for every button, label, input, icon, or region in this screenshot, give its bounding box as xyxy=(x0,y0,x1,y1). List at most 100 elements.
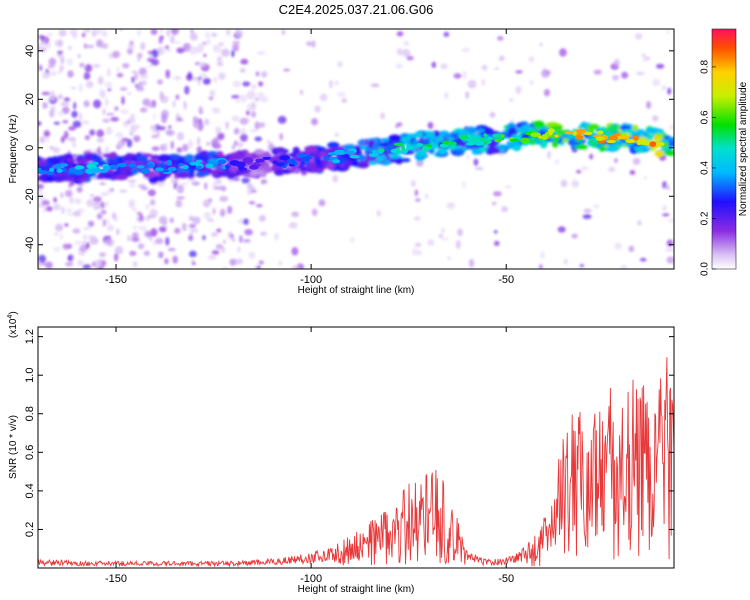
noise-speckle xyxy=(137,184,146,188)
ridge-peak xyxy=(108,164,120,170)
ridge-blob xyxy=(243,152,254,158)
noise-speckle xyxy=(249,129,258,133)
noise-speckle xyxy=(110,187,114,193)
ridge-peak xyxy=(548,129,553,136)
noise-speckle xyxy=(401,48,411,57)
noise-speckle xyxy=(235,99,241,104)
ridge-blob xyxy=(114,173,128,181)
noise-speckle xyxy=(245,109,250,116)
noise-speckle xyxy=(453,73,462,79)
noise-speckle xyxy=(189,32,198,41)
noise-speckle xyxy=(655,63,665,69)
noise-speckle xyxy=(251,83,257,90)
ridge-peak xyxy=(393,142,404,147)
noise-speckle xyxy=(396,48,403,56)
ridge-blob xyxy=(119,168,128,175)
noise-speckle xyxy=(81,120,90,124)
noise-speckle xyxy=(571,233,578,239)
noise-speckle xyxy=(462,180,466,189)
noise-speckle xyxy=(539,42,543,47)
noise-speckle xyxy=(41,91,51,96)
colorbar-frame xyxy=(711,28,737,270)
noise-speckle xyxy=(66,208,72,213)
noise-speckle xyxy=(57,39,64,48)
noise-speckle xyxy=(113,253,119,262)
noise-speckle xyxy=(177,117,182,122)
colorbar-tick-label: 0.8 xyxy=(700,60,711,74)
noise-speckle xyxy=(580,166,589,171)
noise-speckle xyxy=(473,158,479,166)
noise-speckle xyxy=(134,72,138,81)
noise-speckle xyxy=(174,227,181,234)
noise-speckle xyxy=(312,40,316,48)
noise-speckle xyxy=(42,71,48,79)
ridge-blob xyxy=(477,128,485,133)
ridge-blob xyxy=(645,127,660,134)
noise-speckle xyxy=(231,50,235,58)
noise-speckle xyxy=(231,237,236,242)
noise-speckle xyxy=(662,205,667,211)
snr-frame xyxy=(37,326,675,569)
noise-speckle xyxy=(198,61,207,67)
noise-speckle xyxy=(164,258,169,265)
noise-speckle xyxy=(494,230,498,234)
ridge-peak xyxy=(439,143,450,148)
noise-speckle xyxy=(415,198,421,202)
noise-speckle xyxy=(129,124,138,132)
noise-speckle xyxy=(84,135,91,141)
noise-speckle xyxy=(248,251,256,260)
noise-speckle xyxy=(666,256,674,264)
noise-speckle xyxy=(119,29,123,32)
noise-speckle xyxy=(231,144,236,150)
snr-y-ticks: 0.2 0.4 0.6 0.8 1.0 1.2 xyxy=(24,329,674,537)
ridge-blob xyxy=(125,153,133,161)
snr-y-axis-label: SNR (10 * v/v) xyxy=(8,415,19,479)
noise-speckle xyxy=(89,193,95,198)
noise-speckle xyxy=(628,245,635,253)
noise-speckle xyxy=(579,264,584,268)
ridge-blob xyxy=(327,141,340,149)
noise-speckle xyxy=(165,49,173,53)
noise-speckle xyxy=(440,237,450,241)
snr-x-axis-label: Height of straight line (km) xyxy=(298,584,415,595)
noise-speckle xyxy=(489,111,496,118)
ridge-peak xyxy=(632,135,639,141)
ridge-blob xyxy=(454,148,465,155)
noise-speckle xyxy=(203,53,207,57)
noise-speckle xyxy=(281,29,286,35)
noise-speckle xyxy=(188,223,196,229)
ridge-peak xyxy=(136,164,145,169)
noise-speckle xyxy=(38,35,45,40)
noise-speckle xyxy=(254,121,260,130)
ridge-peak xyxy=(103,165,111,171)
noise-speckle xyxy=(230,234,234,238)
noise-speckle xyxy=(554,159,560,165)
ridge-peak xyxy=(242,157,253,164)
ridge-blob xyxy=(217,170,230,177)
noise-speckle xyxy=(116,66,120,73)
noise-speckle xyxy=(133,135,141,143)
ridge-peak xyxy=(497,136,505,141)
ridge-peak xyxy=(349,154,360,159)
ridge-blob xyxy=(207,158,219,166)
noise-speckle xyxy=(612,74,620,81)
ridge-blob xyxy=(60,154,69,163)
noise-speckle xyxy=(95,259,99,268)
noise-speckle xyxy=(291,211,299,217)
noise-speckle xyxy=(63,97,71,102)
noise-speckle xyxy=(174,40,181,45)
noise-speckle xyxy=(72,120,82,128)
snr-plot-area xyxy=(38,357,674,568)
noise-speckle xyxy=(581,148,589,152)
ridge-blob xyxy=(76,156,84,162)
ridge-blob xyxy=(456,129,470,135)
noise-speckle xyxy=(232,176,240,182)
ridge-blob xyxy=(51,156,59,164)
noise-speckle xyxy=(204,182,208,190)
noise-speckle xyxy=(319,93,328,102)
ridge-blob xyxy=(136,155,148,163)
noise-speckle xyxy=(100,43,109,49)
ridge-blob xyxy=(607,124,619,133)
ridge-blob xyxy=(533,120,545,129)
spectrogram-y-tick-label: -20 xyxy=(24,188,36,204)
